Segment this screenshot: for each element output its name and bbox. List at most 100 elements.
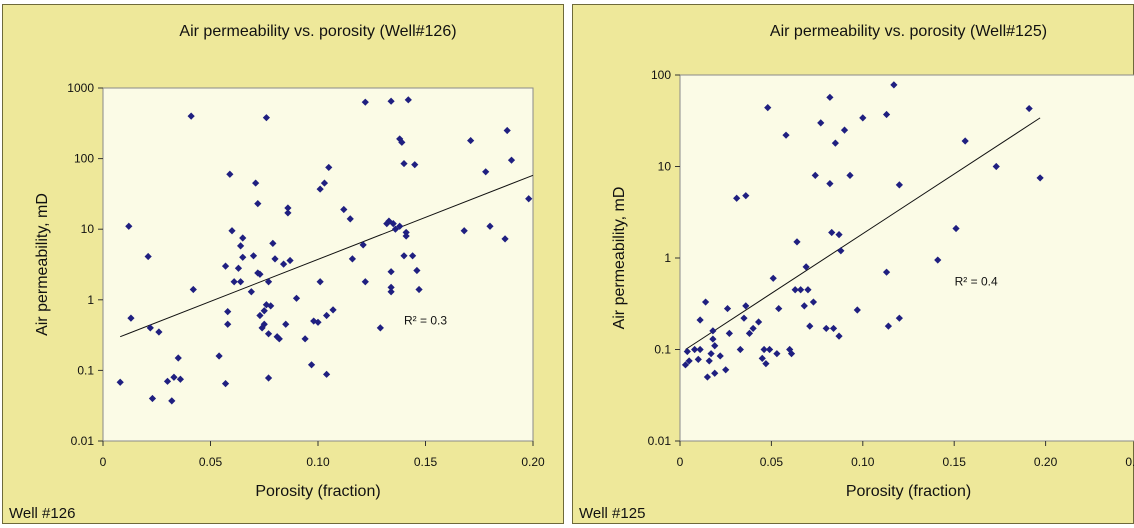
y-tick-label: 1 (664, 251, 671, 265)
data-point (316, 185, 324, 193)
data-point (760, 345, 768, 354)
x-axis-title: Porosity (fraction) (846, 483, 971, 500)
r-squared-annotation: R² = 0.4 (955, 275, 998, 289)
plot-area (679, 74, 1134, 442)
well-label: Well #125 (579, 505, 646, 522)
data-point (284, 209, 292, 217)
data-point (359, 241, 367, 249)
data-point (292, 294, 301, 302)
data-point (307, 361, 316, 369)
x-tick-label: 0.15 (943, 455, 967, 469)
data-point (187, 112, 195, 120)
data-point (316, 278, 324, 286)
data-point (952, 224, 960, 233)
data-point (460, 227, 468, 235)
data-point (264, 330, 273, 338)
data-point (346, 215, 354, 223)
data-point (144, 252, 152, 261)
data-point (224, 320, 232, 328)
chart-title: Air permeability vs. porosity (Well#125) (770, 23, 1047, 40)
data-point (249, 252, 258, 260)
data-point (116, 378, 124, 386)
data-point (228, 227, 236, 235)
data-point (409, 252, 417, 260)
data-point (1025, 104, 1033, 113)
chart-panel-well-126: Air permeability vs. porosity (Well#126)… (2, 4, 564, 524)
data-point (835, 332, 843, 340)
data-point (501, 235, 509, 243)
data-point (269, 239, 277, 247)
data-point (215, 352, 223, 360)
data-point (387, 288, 395, 296)
well-label: Well #126 (9, 505, 76, 522)
data-point (853, 306, 861, 314)
data-point (467, 136, 475, 145)
data-point (325, 163, 333, 172)
trendline (685, 117, 1041, 350)
data-point (310, 317, 318, 325)
data-point (262, 114, 270, 122)
y-tick-label: 0.1 (77, 363, 94, 377)
x-tick-label: 0.05 (760, 455, 784, 469)
x-tick-label: 0.20 (521, 455, 545, 469)
data-point (273, 333, 281, 341)
data-point (782, 131, 790, 139)
data-point (247, 288, 255, 296)
data-point (831, 139, 839, 147)
y-axis-title: Air permeability, mD (34, 193, 51, 336)
x-tick-label: 0.20 (1034, 455, 1058, 469)
data-point (846, 171, 854, 179)
x-tick-label: 0.05 (199, 455, 223, 469)
data-point (681, 361, 690, 369)
data-point (793, 238, 801, 246)
data-point (415, 285, 423, 294)
data-point (320, 179, 329, 187)
data-point (237, 278, 245, 286)
data-point (387, 283, 395, 291)
scatter-chart: Air permeability vs. porosity (Well#126)… (34, 23, 545, 500)
data-point (391, 225, 399, 233)
data-point (882, 110, 891, 119)
y-tick-label: 1 (87, 293, 94, 307)
data-point (264, 278, 273, 286)
data-point (402, 232, 410, 240)
y-tick-label: 0.01 (71, 434, 95, 448)
data-point (239, 234, 247, 242)
data-point (340, 205, 348, 214)
data-point (348, 255, 356, 263)
data-point (829, 324, 838, 333)
data-point (168, 397, 176, 405)
data-point (189, 285, 197, 294)
data-point (254, 200, 262, 208)
data-point (329, 306, 337, 314)
x-tick-label: 0.10 (851, 455, 875, 469)
data-point (890, 81, 898, 89)
data-point (275, 335, 283, 343)
data-point (387, 97, 395, 105)
data-point (400, 159, 408, 168)
data-point (809, 298, 818, 306)
data-point (826, 93, 834, 101)
data-point (404, 96, 412, 104)
data-point (786, 345, 794, 354)
data-point (284, 204, 292, 212)
x-tick-label: 0.10 (306, 455, 330, 469)
data-point (828, 228, 836, 237)
data-point (146, 324, 154, 332)
data-point (170, 373, 178, 381)
plot-area (102, 87, 534, 442)
data-point (1036, 174, 1044, 182)
scatter-chart: Air permeability vs. porosity (Well#125)… (611, 23, 1134, 500)
data-point (804, 286, 812, 294)
data-point (882, 268, 891, 276)
data-point (301, 335, 309, 343)
data-point (387, 268, 395, 276)
data-point (323, 311, 331, 320)
y-axis-title: Air permeability, mD (611, 187, 628, 330)
data-point (286, 256, 294, 265)
data-point (482, 168, 490, 176)
data-point (221, 262, 230, 270)
data-point (895, 181, 903, 189)
data-point (125, 222, 133, 230)
data-point (992, 162, 1000, 171)
